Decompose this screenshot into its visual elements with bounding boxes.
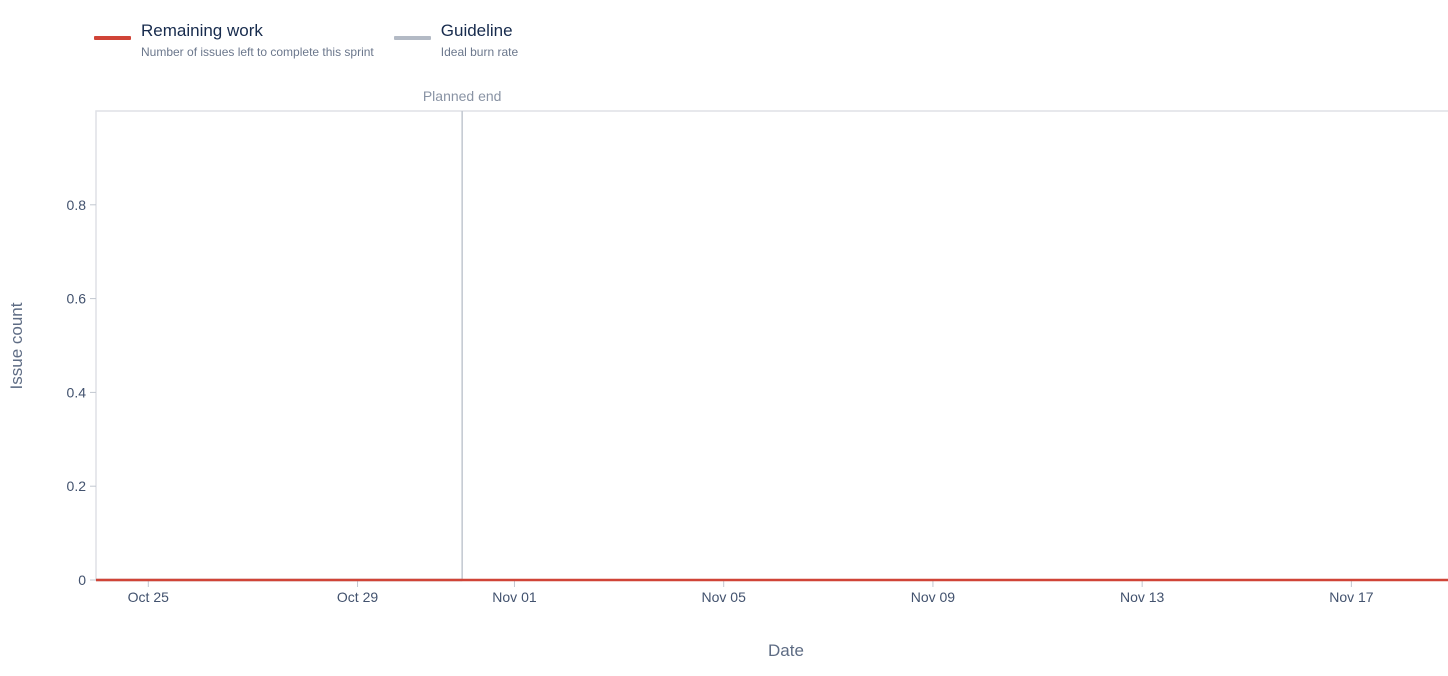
y-axis-title: Issue count — [7, 302, 26, 389]
x-tick-label: Nov 09 — [911, 589, 956, 605]
x-axis: Oct 25 Oct 29 Nov 01 Nov 05 Nov 09 Nov 13 Nov … — [128, 580, 1374, 605]
plot-area — [96, 111, 1448, 580]
y-tick-label: 0.8 — [67, 197, 87, 213]
y-tick-label: 0.6 — [67, 291, 87, 307]
x-tick-label: Nov 13 — [1120, 589, 1165, 605]
planned-end-label: Planned end — [423, 88, 502, 104]
x-axis-title: Date — [768, 641, 804, 660]
x-tick-label: Nov 05 — [702, 589, 747, 605]
x-tick-label: Nov 17 — [1329, 589, 1374, 605]
y-axis: 0 0.2 0.4 0.6 0.8 — [67, 197, 96, 588]
x-tick-label: Oct 25 — [128, 589, 169, 605]
x-tick-label: Nov 01 — [492, 589, 537, 605]
y-tick-label: 0 — [78, 572, 86, 588]
y-tick-label: 0.2 — [67, 478, 87, 494]
markers: Planned end — [423, 88, 502, 580]
x-tick-label: Oct 29 — [337, 589, 378, 605]
y-tick-label: 0.4 — [67, 384, 87, 400]
